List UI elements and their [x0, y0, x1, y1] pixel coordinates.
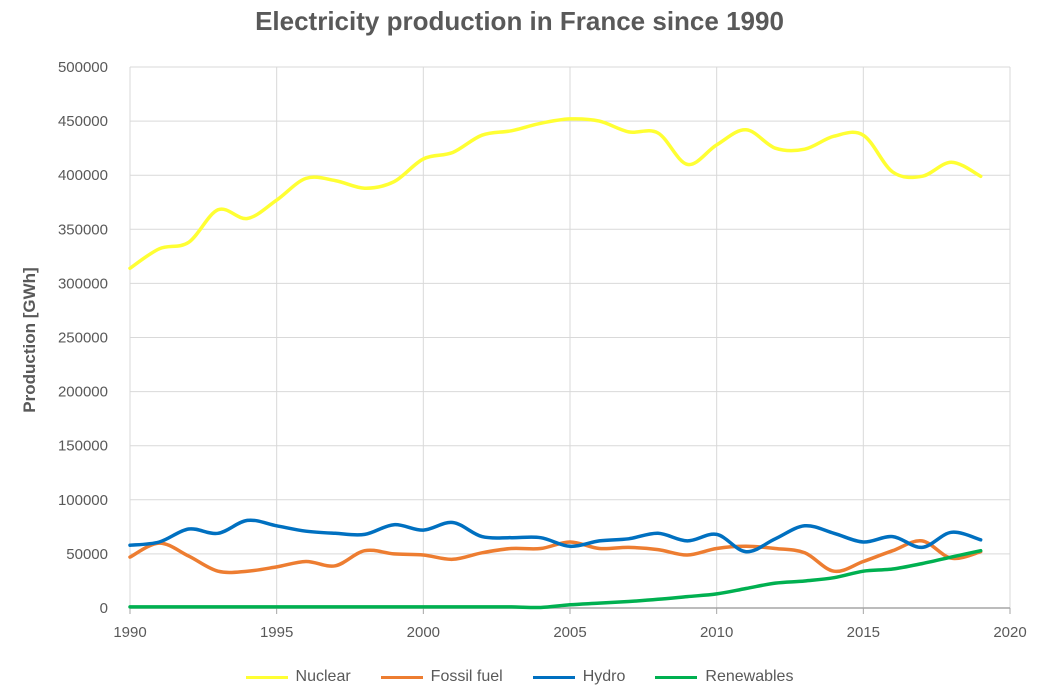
legend-swatch: [380, 675, 423, 679]
legend-swatch: [532, 675, 575, 679]
y-tick-label: 300000: [58, 275, 108, 292]
x-tick-label: 2015: [847, 624, 880, 641]
y-tick-label: 200000: [58, 384, 108, 401]
legend-label: Renewables: [705, 668, 794, 685]
y-tick-label: 250000: [58, 330, 108, 347]
series-line-renewables: [128, 548, 983, 610]
x-tick-label: 1995: [260, 624, 293, 641]
chart-title: Electricity production in France since 1…: [255, 6, 784, 36]
legend-item-nuclear: Nuclear: [245, 668, 351, 686]
y-tick-label: 400000: [58, 167, 108, 184]
axes: [129, 607, 1011, 614]
legend-swatch: [655, 675, 698, 679]
x-tick-label: 2005: [553, 624, 586, 641]
y-tick-label: 0: [100, 600, 108, 617]
y-tick-label: 450000: [58, 113, 108, 130]
legend-label: Hydro: [582, 668, 626, 685]
legend-item-fossil-fuel: Fossil fuel: [380, 668, 503, 686]
x-tick-labels: 1990 1995 2000 2005 2010 2015 2020: [113, 624, 1026, 641]
y-tick-label: 50000: [66, 546, 108, 563]
series-line-nuclear: [128, 117, 983, 271]
series-line-fossil-fuel: [128, 539, 983, 575]
y-tick-label: 350000: [58, 221, 108, 238]
legend: Nuclear Fossil fuel Hydro Renewables: [0, 668, 1039, 686]
y-tick-label: 500000: [58, 59, 108, 76]
series-lines: [128, 117, 983, 610]
x-tick-label: 2010: [700, 624, 733, 641]
grid-lines: [129, 66, 1011, 609]
y-tick-label: 150000: [58, 438, 108, 455]
legend-swatch: [245, 675, 288, 679]
series-line-hydro: [128, 518, 983, 554]
legend-label: Nuclear: [295, 668, 351, 685]
legend-item-hydro: Hydro: [532, 668, 626, 686]
legend-item-renewables: Renewables: [655, 668, 793, 686]
x-tick-label: 1990: [113, 624, 146, 641]
y-tick-labels: 0 50000 100000 150000 200000 250000 300000 3500…: [58, 59, 108, 617]
y-tick-label: 100000: [58, 492, 108, 509]
x-tick-label: 2020: [993, 624, 1026, 641]
x-tick-label: 2000: [407, 624, 440, 641]
legend-label: Fossil fuel: [430, 668, 503, 685]
